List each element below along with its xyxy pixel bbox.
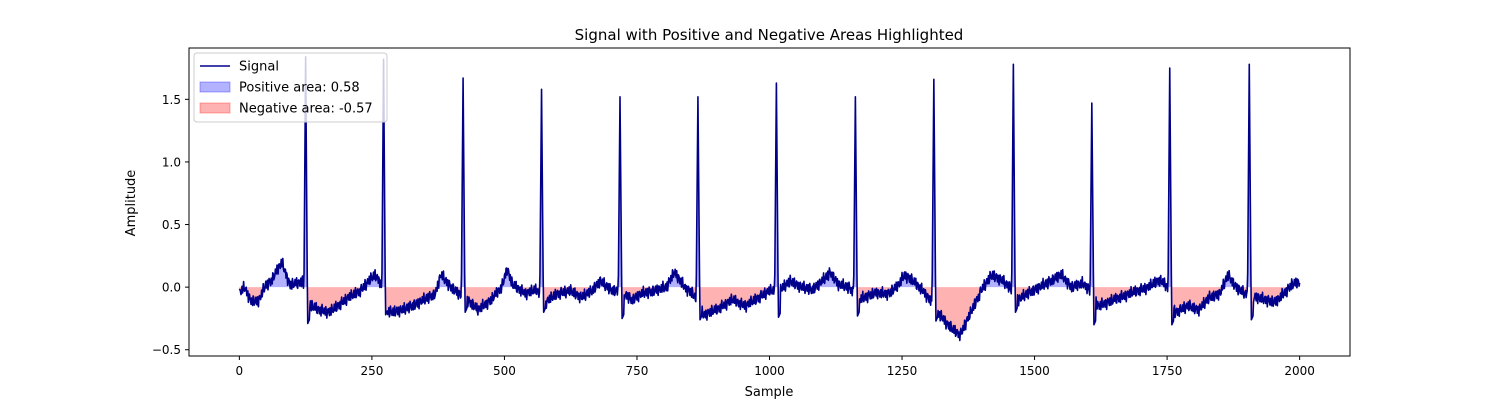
x-tick-label: 750 [626,364,649,378]
y-tick-label: 1.0 [162,155,181,169]
x-tick-label: 500 [493,364,516,378]
y-tick-label: −0.5 [152,343,181,357]
legend-area-swatch [199,81,231,93]
x-axis-label: Sample [745,385,794,400]
y-tick-label: 1.5 [162,93,181,107]
y-tick-label: 0.0 [162,281,181,295]
legend: Signal Positive area: 0.58 Negative area: … [193,52,388,123]
x-tick-label: 1000 [754,364,785,378]
y-tick-label: 0.5 [162,218,181,232]
x-tick-label: 2000 [1284,364,1315,378]
legend-label: Negative area: -0.57 [239,102,373,117]
x-tick-label: 1500 [1019,364,1050,378]
x-tick-label: 1750 [1152,364,1183,378]
positive-area-fill [239,56,1300,288]
negative-area-fill [239,287,1300,341]
legend-label: Signal [239,60,279,75]
legend-area-swatch [199,102,231,114]
x-tick-label: 250 [360,364,383,378]
legend-label: Positive area: 0.58 [239,81,360,96]
chart-title: Signal with Positive and Negative Areas … [575,26,964,44]
signal-series-line [238,55,1301,342]
y-axis-label: Amplitude [124,170,139,237]
x-tick-label: 1250 [887,364,918,378]
plot-area [238,55,1301,342]
legend-box [193,52,388,123]
axes: 0 250 500 750 1000 1250 1500 1750 2000 −0.5 0.0 0.5… [152,93,1315,378]
x-tick-label: 0 [236,364,244,378]
